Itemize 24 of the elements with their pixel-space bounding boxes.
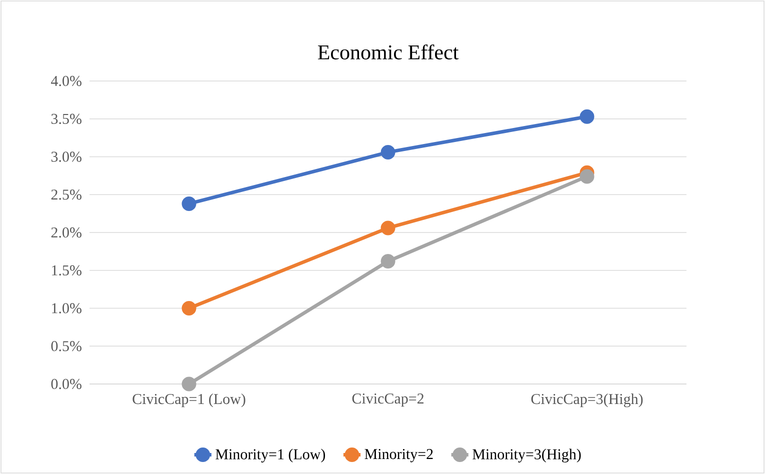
y-tick-label: 3.0%	[51, 152, 82, 162]
point	[380, 144, 396, 160]
point	[580, 169, 594, 184]
y-tick-label: 0.0%	[51, 378, 82, 390]
y-tick-label: 2.5%	[51, 190, 82, 200]
legend-label: Minority=2	[364, 449, 433, 462]
chart-title: Economic Effect	[318, 44, 459, 60]
point	[380, 220, 396, 236]
y-tick-label: 4.0%	[51, 76, 82, 86]
y-tick-label: 1.0%	[52, 303, 82, 314]
x-tick-label: CivicCap=2	[352, 394, 424, 407]
point	[580, 109, 594, 124]
point	[182, 376, 196, 392]
y-tick-label: 0.5%	[51, 341, 82, 352]
y-tick-label: 2.0%	[51, 227, 82, 238]
legend-label: Minority=1 (Low)	[216, 448, 326, 462]
y-tick-label: 1.5%	[52, 265, 82, 276]
y-tick-label: 3.5%	[51, 114, 82, 124]
legend-label: Minority=3(High)	[472, 448, 581, 462]
point	[182, 196, 196, 211]
point	[182, 301, 196, 316]
x-tick-label: CivicCap=3(High)	[531, 394, 643, 408]
x-tick-label: CivicCap=1 (Low)	[132, 394, 246, 408]
point	[380, 254, 396, 269]
